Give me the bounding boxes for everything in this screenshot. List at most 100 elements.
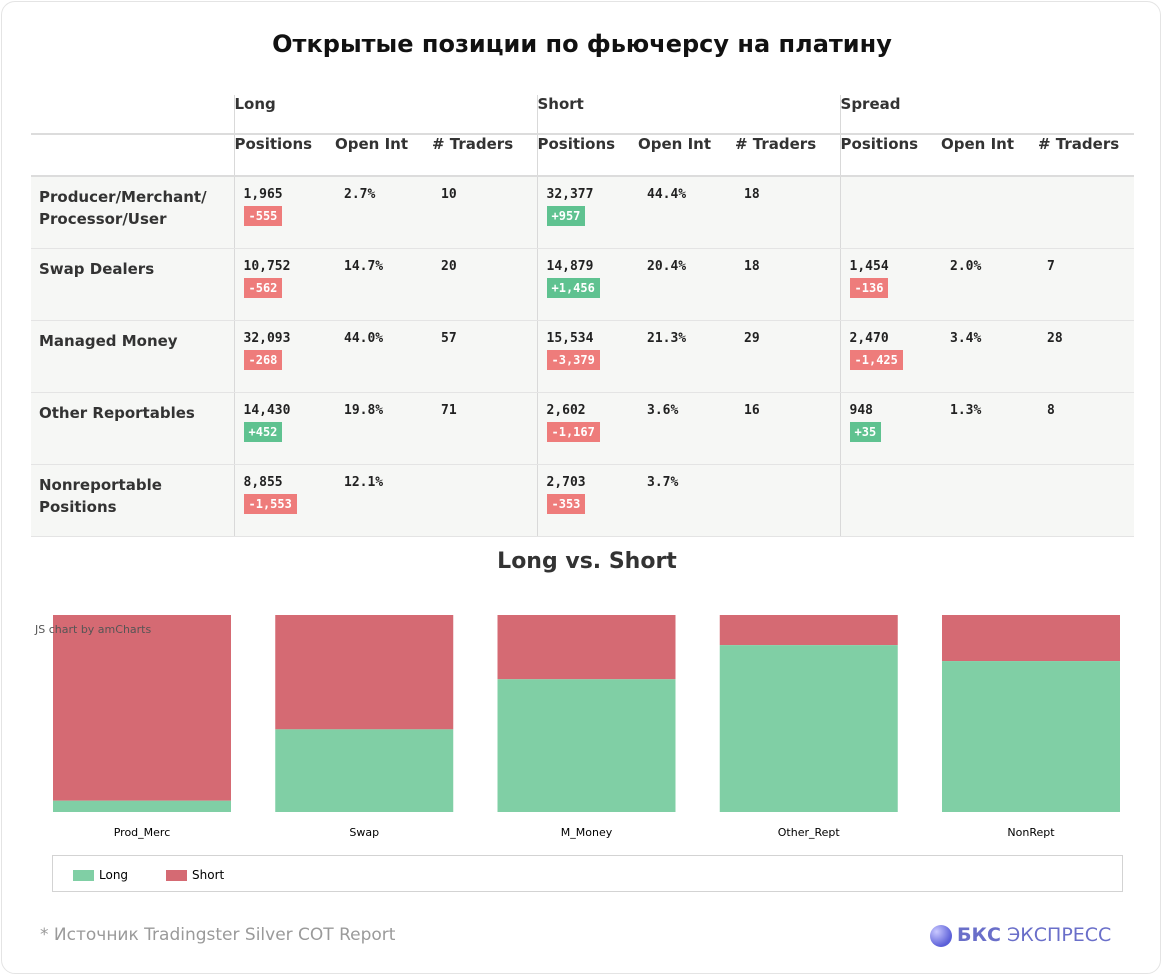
table-row: Producer/Merchant/ Processor/User 1,965 -… (31, 176, 1135, 249)
bar-long-nonrept[interactable] (942, 661, 1120, 812)
group-header-spread: Spread (839, 95, 1135, 135)
corner-cell (31, 95, 234, 135)
short-open-int: 3.7% (638, 464, 735, 537)
positions-value: 32,377 (546, 187, 594, 202)
short-traders (735, 464, 841, 537)
positions-value: 948 (849, 403, 873, 418)
positions-value: 2,470 (849, 331, 889, 346)
short-positions-cell: 2,703 -353 (536, 464, 638, 537)
change-badge: -268 (243, 350, 283, 370)
positions-value: 8,855 (243, 475, 283, 490)
change-badge: +35 (849, 422, 882, 442)
change-badge: -3,379 (546, 350, 600, 370)
group-header-short: Short (536, 95, 841, 135)
x-tick-label: Swap (349, 826, 379, 839)
table-row: Swap Dealers 10,752 -562 14.7% 20 14,879 +… (31, 248, 1135, 321)
group-header-long: Long (233, 95, 537, 135)
col-header-open-int: Open Int (638, 134, 735, 177)
short-traders: 16 (735, 392, 841, 465)
spread-open-int (941, 176, 1039, 249)
table-row: Managed Money 32,093 -268 44.0% 57 15,534… (31, 320, 1135, 393)
positions-value: 2,602 (546, 403, 586, 418)
short-positions-cell: 15,534 -3,379 (536, 320, 638, 393)
short-positions-cell: 32,377 +957 (536, 176, 638, 249)
change-badge: -1,167 (546, 422, 600, 442)
x-tick-label: Prod_Merc (114, 826, 171, 839)
change-badge: -1,553 (243, 494, 297, 514)
bar-long-other-rept[interactable] (719, 645, 898, 812)
bar-short-m-money[interactable] (497, 615, 676, 680)
long-open-int: 44.0% (335, 320, 432, 393)
positions-value: 1,454 (849, 259, 889, 274)
short-open-int: 21.3% (638, 320, 735, 393)
long-positions-cell: 8,855 -1,553 (233, 464, 335, 537)
bar-long-prod-merc[interactable] (53, 800, 231, 812)
long-open-int: 2.7% (335, 176, 432, 249)
short-positions-cell: 2,602 -1,167 (536, 392, 638, 465)
long-positions-cell: 14,430 +452 (233, 392, 335, 465)
brand-logo: БКС ЭКСПРЕСС (930, 922, 1111, 948)
x-tick-label: Other_Rept (778, 826, 841, 839)
col-header-positions: Positions (536, 134, 638, 177)
brand-name: ЭКСПРЕСС (1007, 924, 1112, 946)
row-category: Managed Money (31, 320, 234, 393)
change-badge: -562 (243, 278, 283, 298)
long-open-int: 12.1% (335, 464, 432, 537)
col-header-open-int: Open Int (335, 134, 432, 177)
x-tick-label: NonRept (1007, 826, 1055, 839)
col-header-traders: # Traders (735, 134, 841, 177)
stacked-bar-chart: Prod_Merc Swap M_Money Other_Rept NonRept JS … (34, 615, 1120, 839)
spread-positions-cell (839, 464, 942, 537)
chart-legend: Long Short (52, 855, 1123, 892)
positions-value: 15,534 (546, 331, 594, 346)
row-category: Other Reportables (31, 392, 234, 465)
bar-short-prod-merc[interactable] (53, 615, 231, 801)
spread-positions-cell: 2,470 -1,425 (839, 320, 942, 393)
spread-open-int: 2.0% (941, 248, 1039, 321)
positions-value: 32,093 (243, 331, 291, 346)
short-traders: 18 (735, 176, 841, 249)
short-positions-cell: 14,879 +1,456 (536, 248, 638, 321)
spread-positions-cell: 948 +35 (839, 392, 942, 465)
spread-traders (1038, 464, 1135, 537)
source-note: * Источник Tradingster Silver COT Report (40, 925, 396, 945)
row-category: Swap Dealers (31, 248, 234, 321)
row-category: Producer/Merchant/ Processor/User (31, 176, 234, 249)
change-badge: +452 (243, 422, 283, 442)
positions-value: 14,430 (243, 403, 291, 418)
cot-table: Long Short Spread Positions Open Int # T… (31, 95, 1135, 537)
short-traders: 29 (735, 320, 841, 393)
spread-traders: 8 (1038, 392, 1135, 465)
bar-long-swap[interactable] (275, 729, 454, 812)
bar-short-nonrept[interactable] (942, 615, 1120, 662)
change-badge: +1,456 (546, 278, 600, 298)
chart-title: Long vs. Short (497, 549, 677, 574)
change-badge: -353 (546, 494, 586, 514)
legend-item-short[interactable]: Short (166, 868, 224, 882)
long-positions-cell: 32,093 -268 (233, 320, 335, 393)
bar-short-swap[interactable] (275, 615, 454, 730)
change-badge: +957 (546, 206, 586, 226)
spread-open-int (941, 464, 1039, 537)
spread-positions-cell (839, 176, 942, 249)
bar-long-m-money[interactable] (497, 679, 676, 812)
brand-icon (930, 924, 952, 947)
positions-value: 14,879 (546, 259, 594, 274)
row-category: Nonreportable Positions (31, 464, 234, 537)
short-open-int: 20.4% (638, 248, 735, 321)
spread-open-int: 1.3% (941, 392, 1039, 465)
long-positions-cell: 10,752 -562 (233, 248, 335, 321)
col-header-positions: Positions (233, 134, 335, 177)
bar-short-other-rept[interactable] (719, 615, 898, 646)
positions-value: 10,752 (243, 259, 291, 274)
legend-label-short: Short (192, 868, 225, 882)
x-tick-label: M_Money (561, 826, 613, 839)
long-traders: 20 (432, 248, 537, 321)
legend-swatch-short (166, 870, 187, 881)
col-header-open-int: Open Int (941, 134, 1039, 177)
long-traders: 57 (432, 320, 537, 393)
legend-item-long[interactable]: Long (73, 868, 128, 882)
long-traders: 71 (432, 392, 537, 465)
legend-swatch-long (73, 870, 94, 881)
short-open-int: 3.6% (638, 392, 735, 465)
